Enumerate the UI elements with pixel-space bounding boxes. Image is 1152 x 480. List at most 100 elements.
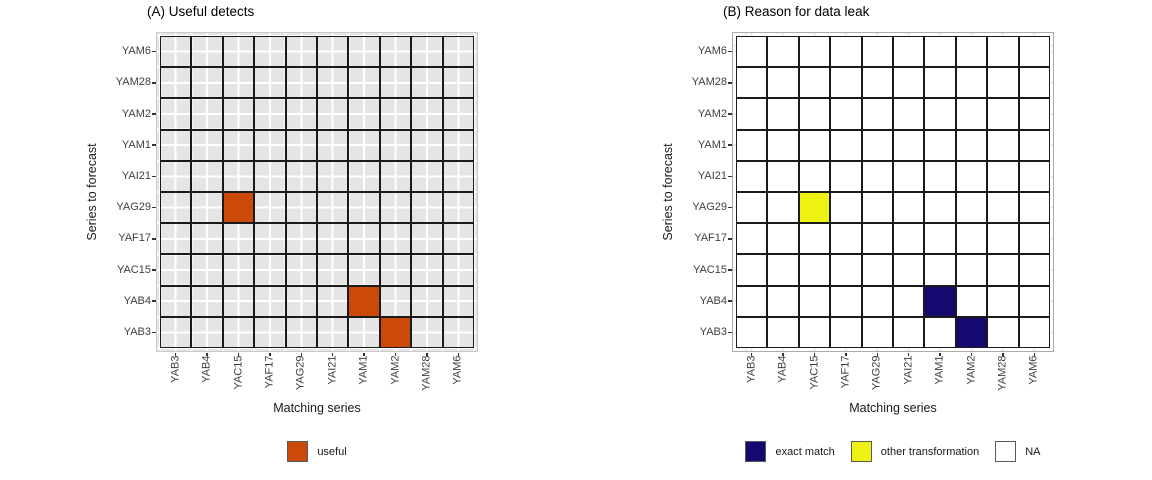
x-tick-mark xyxy=(845,352,847,356)
heatmap-cell xyxy=(924,254,956,286)
x-tick-label: YAM28 xyxy=(420,355,433,391)
heatmap-cell xyxy=(861,192,893,224)
heatmap-cell xyxy=(442,285,474,317)
heatmap-cell xyxy=(767,316,799,348)
y-tick-mark xyxy=(152,82,156,84)
heatmap-cell xyxy=(955,36,988,68)
heatmap-cell xyxy=(442,160,474,192)
heatmap-cell xyxy=(830,285,862,317)
y-tick-label: YAI21 xyxy=(121,169,151,182)
heatmap-cell xyxy=(893,223,925,255)
x-tick-label: YAF17 xyxy=(263,355,276,388)
heatmap-cell xyxy=(222,129,255,161)
heatmap-cell xyxy=(222,316,255,348)
heatmap-cell-filled xyxy=(955,316,988,348)
x-tick-label: YAC15 xyxy=(808,355,820,390)
heatmap-cell xyxy=(317,98,349,130)
heatmap-cell xyxy=(191,129,223,161)
heatmap-cell xyxy=(767,67,799,99)
heatmap-cell xyxy=(955,129,988,161)
x-tick-label: YAI21 xyxy=(902,355,915,385)
heatmap-cell xyxy=(1018,67,1050,99)
heatmap-cell xyxy=(1018,129,1050,161)
heatmap-cell xyxy=(798,36,831,68)
y-tick-label: YAB3 xyxy=(699,325,727,338)
y-tick-mark xyxy=(152,50,156,53)
heatmap-cell xyxy=(160,129,192,161)
heatmap-cell xyxy=(442,316,474,348)
heatmap-cell xyxy=(893,36,925,68)
x-tick-mark xyxy=(1033,352,1036,356)
heatmap-cell xyxy=(160,316,192,348)
heatmap-cell xyxy=(411,160,443,192)
y-tick-label: YAC15 xyxy=(692,263,727,276)
y-tick-label: YAM28 xyxy=(115,76,151,89)
heatmap-cell xyxy=(924,36,956,68)
heatmap-cell xyxy=(893,316,925,348)
x-tick-mark xyxy=(876,352,879,356)
heatmap-cell xyxy=(987,36,1019,68)
heatmap-cell xyxy=(767,254,799,286)
x-tick-label: YAG29 xyxy=(870,355,883,390)
heatmap-cell xyxy=(955,192,988,224)
x-tick-mark xyxy=(939,352,941,356)
heatmap-cell xyxy=(736,285,768,317)
heatmap-cell xyxy=(442,254,474,286)
y-tick-mark xyxy=(152,175,156,178)
x-tick-mark xyxy=(750,352,753,356)
y-tick-label: YAF17 xyxy=(694,232,727,245)
x-tick-label: YAM28 xyxy=(996,355,1009,391)
x-tick-label: YAI21 xyxy=(326,355,339,385)
heatmap-cell xyxy=(1018,316,1050,348)
heatmap-cell xyxy=(736,160,768,192)
heatmap-cell xyxy=(191,67,223,99)
figure-b-title: (B) Reason for data leak xyxy=(723,4,870,19)
heatmap-cell xyxy=(987,160,1019,192)
heatmap-cell xyxy=(861,129,893,161)
heatmap-cell xyxy=(222,160,255,192)
heatmap-cell xyxy=(348,129,380,161)
heatmap-cell xyxy=(861,254,893,286)
heatmap-cell xyxy=(798,98,831,130)
heatmap-cell xyxy=(379,223,412,255)
legend-item: other transformation xyxy=(850,441,979,462)
heatmap-cell xyxy=(830,160,862,192)
heatmap-cell xyxy=(191,254,223,286)
heatmap-cell xyxy=(767,223,799,255)
heatmap-cell xyxy=(924,67,956,99)
heatmap-cell xyxy=(222,223,255,255)
y-tick-label: YAF17 xyxy=(118,232,151,245)
heatmap-cell xyxy=(379,254,412,286)
heatmap-cell xyxy=(736,316,768,348)
heatmap-cell xyxy=(348,254,380,286)
y-tick-label: YAC15 xyxy=(116,263,151,276)
heatmap-cell xyxy=(222,98,255,130)
heatmap-cell xyxy=(924,129,956,161)
heatmap-cell xyxy=(411,223,443,255)
y-tick-label: YAM1 xyxy=(697,138,727,151)
y-tick-mark xyxy=(728,206,732,209)
x-tick-mark xyxy=(970,352,973,356)
heatmap-cell xyxy=(798,223,831,255)
heatmap-cell xyxy=(254,192,286,224)
x-tick-label: YAB4 xyxy=(776,355,789,383)
heatmap-cell xyxy=(798,67,831,99)
heatmap-cell xyxy=(861,67,893,99)
heatmap-cell xyxy=(254,254,286,286)
heatmap-cell-filled xyxy=(379,316,412,348)
heatmap-cell xyxy=(411,129,443,161)
heatmap-cell xyxy=(317,254,349,286)
figure-b-plot-area xyxy=(732,32,1054,352)
heatmap-cell xyxy=(767,192,799,224)
heatmap-cell xyxy=(160,67,192,99)
y-tick-mark xyxy=(152,269,156,271)
heatmap-cell xyxy=(411,36,443,68)
x-tick-label: YAF17 xyxy=(839,355,852,388)
heatmap-cell xyxy=(861,223,893,255)
heatmap-cell xyxy=(317,285,349,317)
x-tick-mark xyxy=(206,352,208,356)
y-tick-label: YAG29 xyxy=(116,201,151,214)
x-tick-mark xyxy=(331,352,334,356)
y-tick-mark xyxy=(152,144,156,146)
y-tick-label: YAM2 xyxy=(121,107,151,120)
